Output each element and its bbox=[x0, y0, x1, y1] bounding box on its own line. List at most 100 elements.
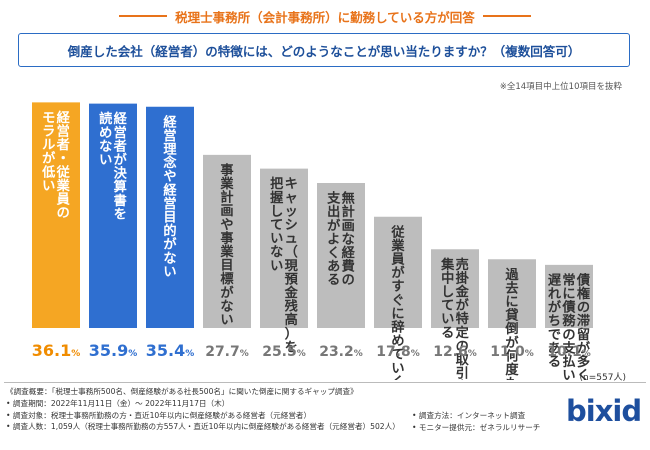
survey-period: • 調査期間：2022年11月11日（金）～ 2022年11月17日（木） bbox=[6, 398, 230, 408]
bar-label-char: 業 bbox=[220, 175, 234, 192]
sample-size: (n=557人) bbox=[579, 373, 626, 383]
bar-label-char: い bbox=[42, 179, 55, 194]
bar-10 bbox=[545, 264, 593, 328]
bar-label-char: し bbox=[270, 203, 283, 219]
bar-label-char: 引 bbox=[456, 366, 469, 380]
survey-provider: • モニター提供元：ゼネラルリサーチ bbox=[412, 422, 541, 432]
bar-label-char: ャ bbox=[285, 191, 298, 206]
survey-count: • 調査人数：1,059人（税理士事務所勤務の方557人・直近10年以内に倒産経… bbox=[6, 422, 400, 432]
bar-label-char: る bbox=[327, 273, 340, 288]
bar-label-char: 低 bbox=[41, 163, 56, 180]
bar-label-char: 営 bbox=[163, 127, 176, 144]
bar-label-char: 支 bbox=[561, 339, 576, 356]
bar-label-char: 金 bbox=[455, 283, 470, 300]
bar-label-char: 辞 bbox=[391, 319, 404, 336]
bar-label-char: 画 bbox=[342, 218, 355, 234]
bar-label-char: 計 bbox=[342, 203, 355, 220]
bar-label-char: 者 bbox=[57, 137, 70, 153]
value-label-1: 36.1% bbox=[32, 341, 81, 360]
survey-method: • 調査方法：インターネット調査 bbox=[412, 411, 526, 420]
value-label-9: 11.0% bbox=[490, 344, 534, 360]
bar-label-char: 経 bbox=[114, 110, 128, 127]
bar-label-char: 多 bbox=[577, 353, 590, 370]
bar-label-char: い bbox=[562, 369, 575, 380]
bar-2 bbox=[89, 103, 137, 328]
bar-label-char: が bbox=[505, 334, 519, 351]
bar-label-char: ル bbox=[42, 138, 55, 153]
value-label-10: 10.1% bbox=[547, 344, 591, 360]
bar-label-char: 費 bbox=[342, 258, 355, 275]
bar-label-char: 過 bbox=[505, 267, 519, 283]
bar-label-char: が bbox=[42, 150, 56, 167]
value-label-5: 25.5% bbox=[262, 344, 306, 360]
bar-label-char: 把 bbox=[270, 175, 284, 192]
bar-label-char: 出 bbox=[327, 203, 340, 220]
bar-label-char: 営 bbox=[57, 123, 70, 140]
bar-1 bbox=[32, 102, 80, 328]
bar-label-char: や bbox=[163, 169, 176, 185]
survey-details-right: • 調査方法：インターネット調査 • モニター提供元：ゼネラルリサーチ bbox=[412, 410, 540, 434]
bar-label-char: 業 bbox=[57, 177, 71, 194]
bar-label-char: 的 bbox=[163, 222, 176, 239]
bar-label-char: に bbox=[391, 307, 404, 322]
bar-label-char: で bbox=[548, 328, 561, 343]
bar-label-char: て bbox=[441, 299, 454, 314]
bar-label-char: い bbox=[99, 153, 112, 168]
bar-label-char: 貸 bbox=[504, 307, 519, 324]
value-label-4: 27.7% bbox=[205, 344, 249, 360]
bar-label-char: あ bbox=[327, 259, 340, 275]
bar-label-char: 金 bbox=[284, 284, 299, 301]
bar-label-char: よ bbox=[327, 231, 340, 247]
bar-label-char: ち bbox=[548, 313, 561, 329]
bar-label-char: 経 bbox=[163, 113, 177, 130]
bar-label-char: て bbox=[270, 218, 283, 233]
bar-label-char: く bbox=[577, 369, 590, 380]
bar-label-char: な bbox=[163, 250, 176, 266]
question-text: 倒産した会社（経営者）の特徴には、どのようなことが思い当たりますか？（複数回答可… bbox=[67, 43, 581, 59]
bar-label-char: 売 bbox=[456, 256, 469, 273]
bar-label-char: に bbox=[562, 287, 575, 302]
bar-label-char: 員 bbox=[391, 252, 405, 268]
bar-label-char: や bbox=[220, 217, 233, 233]
header-title: 税理士事務所（会計事務所）に勤務している方が回答 bbox=[175, 9, 475, 25]
bar-label-char: 無 bbox=[342, 190, 355, 207]
bar-label-char: の bbox=[456, 339, 469, 354]
bar-label-7: 従業員がすぐに辞めていく bbox=[390, 223, 405, 380]
bar-label-char: め bbox=[99, 125, 112, 141]
divider bbox=[4, 382, 646, 383]
bar-label-char: の bbox=[342, 273, 355, 288]
bar-label-char: 理 bbox=[163, 142, 176, 158]
bar-label-char: が bbox=[327, 217, 341, 234]
bar-label-char: の bbox=[562, 328, 575, 343]
bar-label-char: 従 bbox=[390, 223, 405, 240]
bar-label-char: い bbox=[270, 259, 283, 274]
bar-label-char: な bbox=[342, 231, 355, 247]
bar-label-char: の bbox=[57, 206, 70, 221]
bar-5 bbox=[260, 168, 308, 328]
bar-label-char: い bbox=[441, 312, 454, 327]
bar-7 bbox=[374, 216, 422, 328]
bar-label-char: が bbox=[163, 236, 177, 253]
question-box: 倒産した会社（経営者）の特徴には、どのようなことが思い当たりますか？（複数回答可… bbox=[18, 33, 630, 67]
bar-label-char: 定 bbox=[456, 324, 470, 341]
bar-label-char: も bbox=[505, 376, 518, 380]
bar-label-char: 常 bbox=[562, 271, 575, 288]
bar-label-char: て bbox=[391, 348, 404, 363]
bar-label-char: 経 bbox=[57, 109, 71, 126]
header: 税理士事務所（会計事務所）に勤務している方が回答 bbox=[0, 6, 650, 26]
bar-label-char: （ bbox=[285, 244, 298, 260]
bar-label-char: モ bbox=[42, 111, 55, 126]
bar-label-char: 目 bbox=[220, 258, 233, 274]
bar-label-char: れ bbox=[548, 286, 562, 302]
bar-label-char: ュ bbox=[285, 232, 298, 247]
bar-label-char: シ bbox=[285, 218, 298, 233]
value-label-3: 35.4% bbox=[146, 341, 195, 360]
bar-label-char: が bbox=[577, 339, 591, 356]
value-label-8: 12.6% bbox=[433, 344, 477, 360]
bar-label-char: し bbox=[441, 284, 454, 300]
bar-label-char: を bbox=[285, 339, 298, 355]
